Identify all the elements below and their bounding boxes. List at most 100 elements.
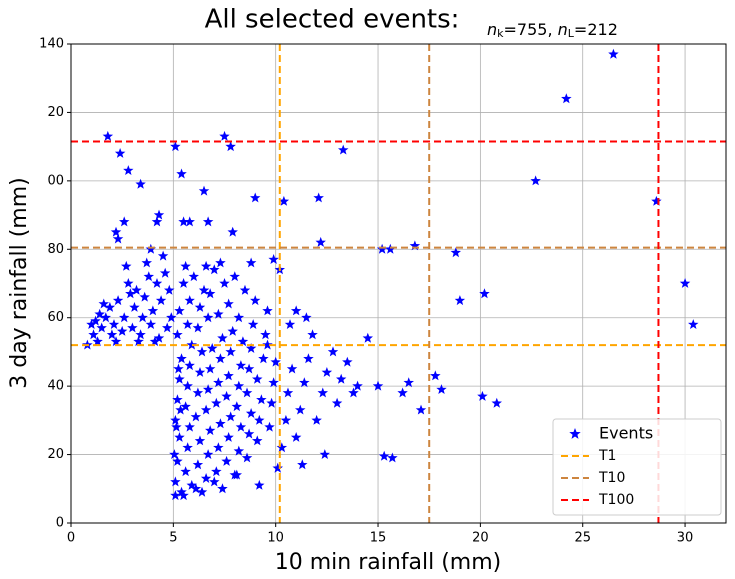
point [239,284,251,295]
subtitle-part: L [568,27,575,40]
point [108,319,120,329]
point [331,397,343,408]
point [180,260,191,271]
legend-label: T10 [598,470,625,486]
point [94,308,105,319]
point [233,312,245,323]
point [311,414,322,425]
legend-box [552,418,722,516]
point [233,445,245,456]
point [170,476,181,487]
point [284,319,296,329]
point [243,428,255,439]
point [235,421,247,432]
point [243,363,255,374]
point [166,312,177,323]
point [272,462,283,473]
point [123,165,134,175]
point [207,343,218,353]
point [98,298,109,309]
point [205,288,216,299]
point [104,301,116,312]
point [151,278,163,288]
point [119,312,130,323]
point [608,48,619,59]
point [319,449,330,459]
point [338,144,349,155]
point [178,278,189,288]
point [235,360,247,371]
x-tick-label: 0 [67,531,75,546]
legend-label: T100 [598,492,634,508]
point [171,421,182,432]
point [202,384,214,394]
point [153,332,165,343]
y-tick-label: 0 [56,516,64,531]
point [241,452,253,463]
point [182,380,193,391]
point [202,216,214,227]
point [233,380,245,391]
point [170,414,181,425]
point [225,411,236,422]
point [403,377,414,388]
point [182,442,193,453]
point [436,384,447,394]
point [376,243,388,254]
point [114,148,126,158]
point [153,209,165,220]
point [164,284,175,295]
point [131,284,142,295]
point [196,486,208,497]
point [260,329,271,340]
point [116,325,128,336]
point [123,278,134,288]
point [415,404,427,415]
point [252,373,263,384]
point [250,295,261,306]
point [252,435,263,446]
point [180,466,191,477]
legend-label: Events [599,424,653,443]
point [112,295,124,306]
point [186,339,197,350]
point [223,370,234,381]
point [258,353,269,364]
chart-subtitle: nk=755, nL=212 [487,20,618,41]
point [397,387,408,398]
point [215,353,226,364]
point [133,336,144,347]
point [268,254,279,264]
point [303,353,314,364]
point [157,250,169,261]
point [155,295,167,306]
point [169,449,180,459]
legend-marker [569,428,581,439]
point [188,271,199,282]
point [174,305,185,316]
point [225,141,236,152]
point [96,322,107,333]
point [176,168,187,179]
point [88,329,99,340]
point [211,397,222,408]
point [178,216,189,227]
point [688,319,699,329]
point [336,373,347,384]
point [295,404,306,415]
subtitle-part: n [558,20,568,39]
plot-frame [70,43,727,524]
point [245,257,257,268]
subtitle-part: =212 [574,20,618,39]
point [266,397,277,408]
point [250,192,261,203]
point [262,339,273,350]
point [213,377,224,388]
point [217,483,228,494]
point [202,449,214,459]
point [139,291,150,302]
point [200,260,212,271]
point [205,425,216,436]
point [135,178,146,189]
